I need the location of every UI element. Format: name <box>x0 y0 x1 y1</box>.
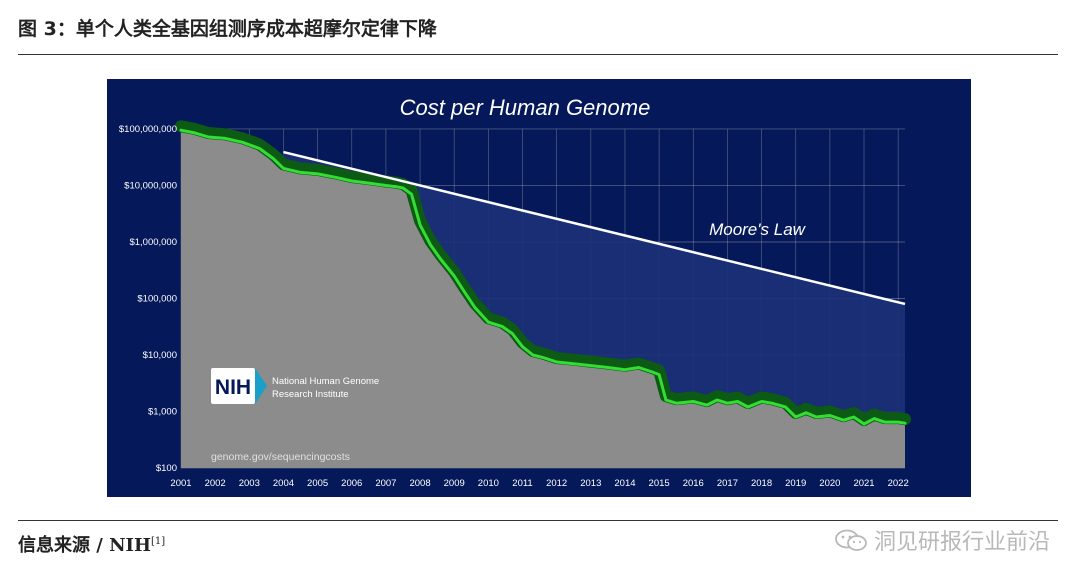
x-tick-label: 2015 <box>649 478 670 489</box>
source-url: genome.gov/sequencingcosts <box>211 451 350 463</box>
moore-law-line <box>283 150 906 306</box>
x-tick-label: 2005 <box>307 478 328 489</box>
nih-logo-mark: NIH <box>215 376 251 399</box>
source-ref: [1] <box>151 536 166 547</box>
x-tick-label: 2011 <box>512 478 532 489</box>
y-tick-label: $100,000,000 <box>119 124 177 135</box>
x-tick-label: 2004 <box>273 478 294 489</box>
moore-gap-region <box>283 152 905 424</box>
top-rule <box>18 54 1058 55</box>
nih-logo-box <box>211 368 255 404</box>
cost-area <box>181 130 905 468</box>
y-tick-label: $100 <box>156 463 177 474</box>
nih-logo-line2: Research Institute <box>272 389 349 400</box>
x-tick-label: 2010 <box>478 478 499 489</box>
x-tick-label: 2020 <box>819 478 840 489</box>
x-tick-label: 2017 <box>717 478 738 489</box>
x-tick-label: 2022 <box>888 478 909 489</box>
x-tick-label: 2007 <box>375 478 396 489</box>
y-tick-label: $1,000 <box>148 406 177 417</box>
nih-logo-chevron <box>255 368 267 404</box>
x-tick-label: 2008 <box>409 478 430 489</box>
figure-title: 图 3：单个人类全基因组测序成本超摩尔定律下降 <box>18 18 437 40</box>
cost-band <box>175 120 911 426</box>
source-label: 信息来源 / NIH <box>18 535 151 556</box>
y-tick-label: $100,000 <box>137 293 177 304</box>
x-tick-label: 2012 <box>546 478 567 489</box>
x-tick-label: 2003 <box>239 478 260 489</box>
nih-logo-line1: National Human Genome <box>272 376 379 387</box>
moore-law-label: Moore's Law <box>709 220 807 239</box>
x-tick-label: 2018 <box>751 478 772 489</box>
x-tick-label: 2014 <box>614 478 635 489</box>
x-tick-label: 2016 <box>683 478 704 489</box>
source-line: 信息来源 / NIH[1] <box>18 531 165 557</box>
x-tick-label: 2002 <box>205 478 226 489</box>
chart-panel: Cost per Human Genome Moore's Law $100,0… <box>107 79 971 497</box>
x-tick-label: 2019 <box>785 478 806 489</box>
cost-line <box>179 128 907 426</box>
chart-title: Cost per Human Genome <box>400 95 651 120</box>
y-tick-label: $1,000,000 <box>129 237 177 248</box>
y-tick-label: $10,000,000 <box>124 180 177 191</box>
bottom-rule <box>18 520 1058 521</box>
x-tick-label: 2013 <box>580 478 601 489</box>
nih-logo: NIH National Human Genome Research Insti… <box>211 368 379 404</box>
x-tick-label: 2001 <box>170 478 191 489</box>
wechat-icon <box>835 529 867 551</box>
x-tick-label: 2009 <box>444 478 465 489</box>
watermark-text: 洞见研报行业前沿 <box>873 530 1050 555</box>
x-tick-label: 2021 <box>853 478 874 489</box>
watermark: 洞见研报行业前沿 <box>834 524 1050 556</box>
x-tick-label: 2006 <box>341 478 362 489</box>
cost-chart: Cost per Human Genome Moore's Law $100,0… <box>119 95 911 489</box>
y-tick-label: $10,000 <box>143 350 177 361</box>
